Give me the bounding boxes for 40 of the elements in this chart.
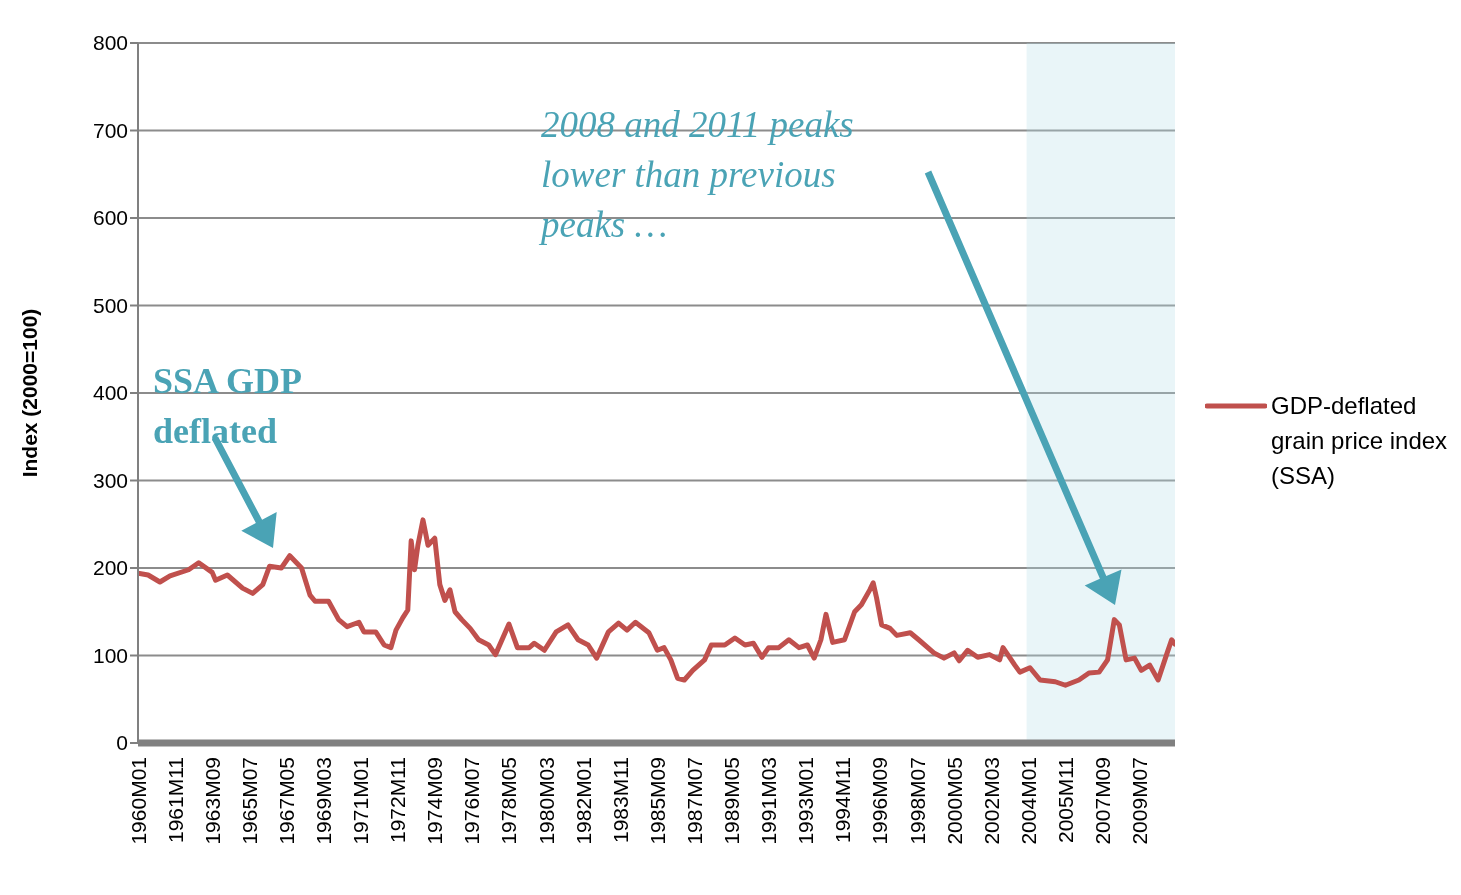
y-tick-label: 0 (116, 731, 128, 755)
x-tick-label: 1991M03 (757, 757, 781, 845)
y-tick-label: 300 (92, 468, 128, 492)
y-tick-label: 800 (92, 31, 128, 55)
x-tick-label: 1978M05 (497, 757, 521, 845)
x-tick-label: 1985M09 (645, 757, 669, 845)
y-tick-label: 400 (92, 381, 128, 405)
x-tick-label: 1965M07 (237, 757, 261, 845)
x-tick-label: 1994M11 (831, 757, 855, 844)
x-tick-label: 1971M01 (349, 757, 373, 845)
x-tick-label: 2004M01 (1016, 757, 1040, 845)
y-tick-label: 700 (92, 118, 128, 142)
x-tick-label: 1961M11 (163, 757, 187, 844)
x-tick-label: 1972M11 (386, 757, 410, 844)
x-tick-label: 2007M09 (1090, 757, 1114, 845)
x-tick-label: 2000M05 (942, 757, 966, 845)
x-tick-label: 1976M07 (460, 757, 484, 845)
x-tick-label: 2005M11 (1053, 757, 1077, 844)
x-tick-label: 1960M01 (126, 757, 150, 845)
y-tick-label: 600 (92, 206, 128, 230)
x-tick-label: 2002M03 (979, 757, 1003, 845)
x-tick-label: 1993M01 (794, 757, 818, 845)
x-tick-label: 1983M11 (608, 757, 632, 844)
x-tick-label: 1998M07 (905, 757, 929, 845)
x-tick-label: 2009M07 (1128, 757, 1152, 845)
y-axis-title: Index (2000=100) (18, 308, 42, 478)
x-tick-label: 1969M03 (311, 757, 335, 845)
y-tick-label: 200 (92, 556, 128, 580)
x-tick-label: 1996M09 (868, 757, 892, 845)
y-tick-label: 100 (92, 643, 128, 667)
x-tick-label: 1980M03 (534, 757, 558, 845)
y-tick-label: 500 (92, 293, 128, 317)
x-tick-label: 1967M05 (274, 757, 298, 845)
x-tick-label: 1974M09 (423, 757, 447, 845)
x-tick-label: 1963M09 (200, 757, 224, 845)
legend-label: GDP-deflated grain price index (SSA) (1271, 390, 1449, 491)
x-tick-label: 1982M01 (571, 757, 595, 845)
x-tick-label: 1987M07 (682, 757, 706, 845)
x-tick-label: 1989M05 (720, 757, 744, 845)
annotation: SSA GDP deflated (153, 360, 302, 453)
